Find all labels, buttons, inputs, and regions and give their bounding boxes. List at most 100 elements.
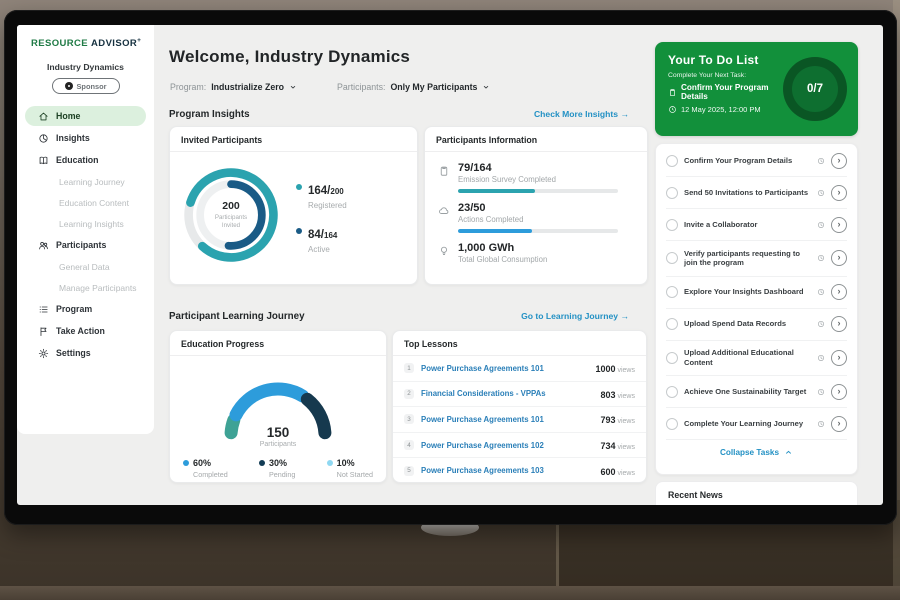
participants-icon bbox=[38, 240, 49, 251]
sidebar-item-participants[interactable]: Participants bbox=[25, 235, 146, 255]
task-checkbox[interactable] bbox=[666, 417, 678, 430]
lesson-title-link[interactable]: Power Purchase Agreements 101 bbox=[421, 414, 544, 424]
legend-dot-icon bbox=[259, 460, 265, 466]
recent-news-card: Recent News bbox=[655, 481, 858, 505]
clock-icon bbox=[817, 189, 825, 197]
todo-task-row[interactable]: Complete Your Learning Journey › bbox=[666, 408, 847, 441]
todo-due-label: 12 May 2025, 12:00 PM bbox=[681, 105, 761, 114]
task-checkbox[interactable] bbox=[666, 385, 678, 398]
sidebar-item-manage-participants[interactable]: Manage Participants bbox=[25, 278, 146, 297]
learning-journey-heading: Participant Learning Journey bbox=[169, 311, 305, 322]
collapse-tasks-link[interactable]: Collapse Tasks bbox=[666, 440, 847, 457]
sidebar-item-take-action[interactable]: Take Action bbox=[25, 321, 146, 341]
task-checkbox[interactable] bbox=[666, 154, 678, 167]
sidebar-item-learning-insights[interactable]: Learning Insights bbox=[25, 214, 146, 233]
logo-plus: + bbox=[137, 37, 142, 44]
sidebar-item-learning-journey[interactable]: Learning Journey bbox=[25, 172, 146, 191]
check-more-insights-link[interactable]: Check More Insights → bbox=[457, 109, 629, 119]
lesson-views-count: 803 bbox=[600, 389, 616, 400]
sidebar-item-general-data[interactable]: General Data bbox=[25, 257, 146, 276]
sidebar-item-insights[interactable]: Insights bbox=[25, 128, 146, 148]
task-checkbox[interactable] bbox=[666, 186, 678, 199]
home-icon bbox=[38, 111, 49, 122]
lesson-views-unit: views bbox=[617, 418, 635, 426]
lesson-views-count: 600 bbox=[600, 466, 616, 477]
arrow-right-icon: → bbox=[620, 109, 629, 119]
task-label: Invite a Collaborator bbox=[684, 219, 758, 229]
sidebar-item-home[interactable]: Home bbox=[25, 106, 146, 127]
task-label: Send 50 Invitations to Participants bbox=[684, 187, 809, 197]
lesson-row[interactable]: 5 Power Purchase Agreements 103 600 views bbox=[393, 458, 646, 483]
task-label: Complete Your Learning Journey bbox=[684, 419, 804, 428]
task-open-button[interactable]: › bbox=[831, 316, 847, 333]
participants-info-stat: 79/164 Emission Survey Completed bbox=[438, 162, 634, 194]
todo-task-row[interactable]: Achieve One Sustainability Target › bbox=[666, 376, 847, 409]
clock-icon bbox=[817, 157, 825, 165]
lesson-row[interactable]: 4 Power Purchase Agreements 102 734 views bbox=[393, 433, 646, 459]
todo-task-row[interactable]: Invite a Collaborator › bbox=[666, 209, 847, 241]
todo-task-row[interactable]: Confirm Your Program Details › bbox=[666, 145, 847, 177]
top-lessons-list: 1 Power Purchase Agreements 101 1000 views 2… bbox=[393, 356, 646, 483]
settings-icon bbox=[38, 348, 49, 359]
lesson-title-link[interactable]: Power Purchase Agreements 102 bbox=[421, 440, 544, 450]
task-open-button[interactable]: › bbox=[831, 152, 847, 169]
gauge-legend-item: 60% Completed bbox=[183, 458, 228, 479]
lesson-views: 1000 views bbox=[595, 359, 635, 377]
lesson-title-link[interactable]: Power Purchase Agreements 101 bbox=[421, 363, 544, 373]
participants-information-title: Participants Information bbox=[425, 127, 647, 152]
task-checkbox[interactable] bbox=[666, 218, 678, 231]
sidebar-item-label: Manage Participants bbox=[59, 282, 137, 293]
sidebar-item-label: Program bbox=[56, 304, 93, 315]
todo-task-row[interactable]: Verify participants requesting to join t… bbox=[666, 241, 847, 277]
todo-task-row[interactable]: Explore Your Insights Dashboard › bbox=[666, 277, 847, 309]
logo-secondary: ADVISOR bbox=[91, 38, 138, 50]
stat-body: 23/50 Actions Completed bbox=[458, 202, 618, 234]
sponsor-icon bbox=[64, 82, 73, 91]
go-to-learning-journey-link[interactable]: Go to Learning Journey → bbox=[457, 311, 629, 321]
gauge-legend-value-row: 10% bbox=[326, 458, 373, 468]
task-open-button[interactable]: › bbox=[831, 383, 847, 400]
task-label: Achieve One Sustainability Target bbox=[684, 387, 807, 396]
lesson-row[interactable]: 2 Financial Considerations - VPPAs 803 view… bbox=[393, 382, 646, 408]
gauge-segment-pending bbox=[300, 392, 332, 440]
sidebar-item-program[interactable]: Program bbox=[25, 299, 146, 319]
lesson-views-unit: views bbox=[617, 367, 635, 375]
lesson-views: 600 views bbox=[600, 462, 635, 480]
task-open-button[interactable]: › bbox=[831, 415, 847, 432]
lesson-row[interactable]: 3 Power Purchase Agreements 101 793 views bbox=[393, 407, 646, 433]
task-open-button[interactable]: › bbox=[831, 250, 847, 267]
task-open-button[interactable]: › bbox=[831, 184, 847, 201]
lesson-rank-badge: 2 bbox=[404, 388, 414, 399]
task-open-button[interactable]: › bbox=[831, 284, 847, 301]
program-filter-dropdown[interactable]: Program: Industrialize Zero bbox=[170, 82, 297, 92]
task-checkbox[interactable] bbox=[666, 352, 678, 365]
lesson-row[interactable]: 1 Power Purchase Agreements 101 1000 views bbox=[393, 356, 646, 382]
sidebar-item-education[interactable]: Education bbox=[25, 150, 146, 170]
desk-edge bbox=[0, 586, 900, 600]
participants-filter-dropdown[interactable]: Participants: Only My Participants bbox=[337, 82, 490, 92]
lesson-title-link[interactable]: Power Purchase Agreements 103 bbox=[421, 466, 544, 476]
clock-icon bbox=[817, 254, 825, 262]
legend-dot-icon bbox=[183, 460, 189, 466]
task-open-button[interactable]: › bbox=[831, 350, 847, 367]
task-checkbox[interactable] bbox=[666, 286, 678, 299]
task-checkbox[interactable] bbox=[666, 252, 678, 265]
clock-icon bbox=[817, 320, 825, 328]
task-open-button[interactable]: › bbox=[831, 216, 847, 233]
lesson-title-link[interactable]: Financial Considerations - VPPAs bbox=[421, 389, 546, 399]
invited-participants-body: 200 Participants Invited 164/200 Register… bbox=[170, 152, 417, 268]
donut-legend-item: 84/164 Active bbox=[296, 225, 347, 254]
chevron-up-icon bbox=[785, 451, 792, 455]
sidebar-item-settings[interactable]: Settings bbox=[25, 343, 146, 363]
clipboard-icon bbox=[670, 88, 675, 96]
legend-label: Active bbox=[308, 244, 330, 254]
participants-info-stat: 23/50 Actions Completed bbox=[438, 202, 634, 234]
task-checkbox[interactable] bbox=[666, 318, 678, 331]
legend-value: 164/200 bbox=[308, 181, 347, 199]
clock-icon bbox=[817, 420, 825, 428]
todo-task-row[interactable]: Upload Additional Educational Content › bbox=[666, 341, 847, 377]
todo-task-row[interactable]: Upload Spend Data Records › bbox=[666, 309, 847, 341]
sidebar-item-education-content[interactable]: Education Content bbox=[25, 193, 146, 212]
todo-task-row[interactable]: Send 50 Invitations to Participants › bbox=[666, 177, 847, 209]
